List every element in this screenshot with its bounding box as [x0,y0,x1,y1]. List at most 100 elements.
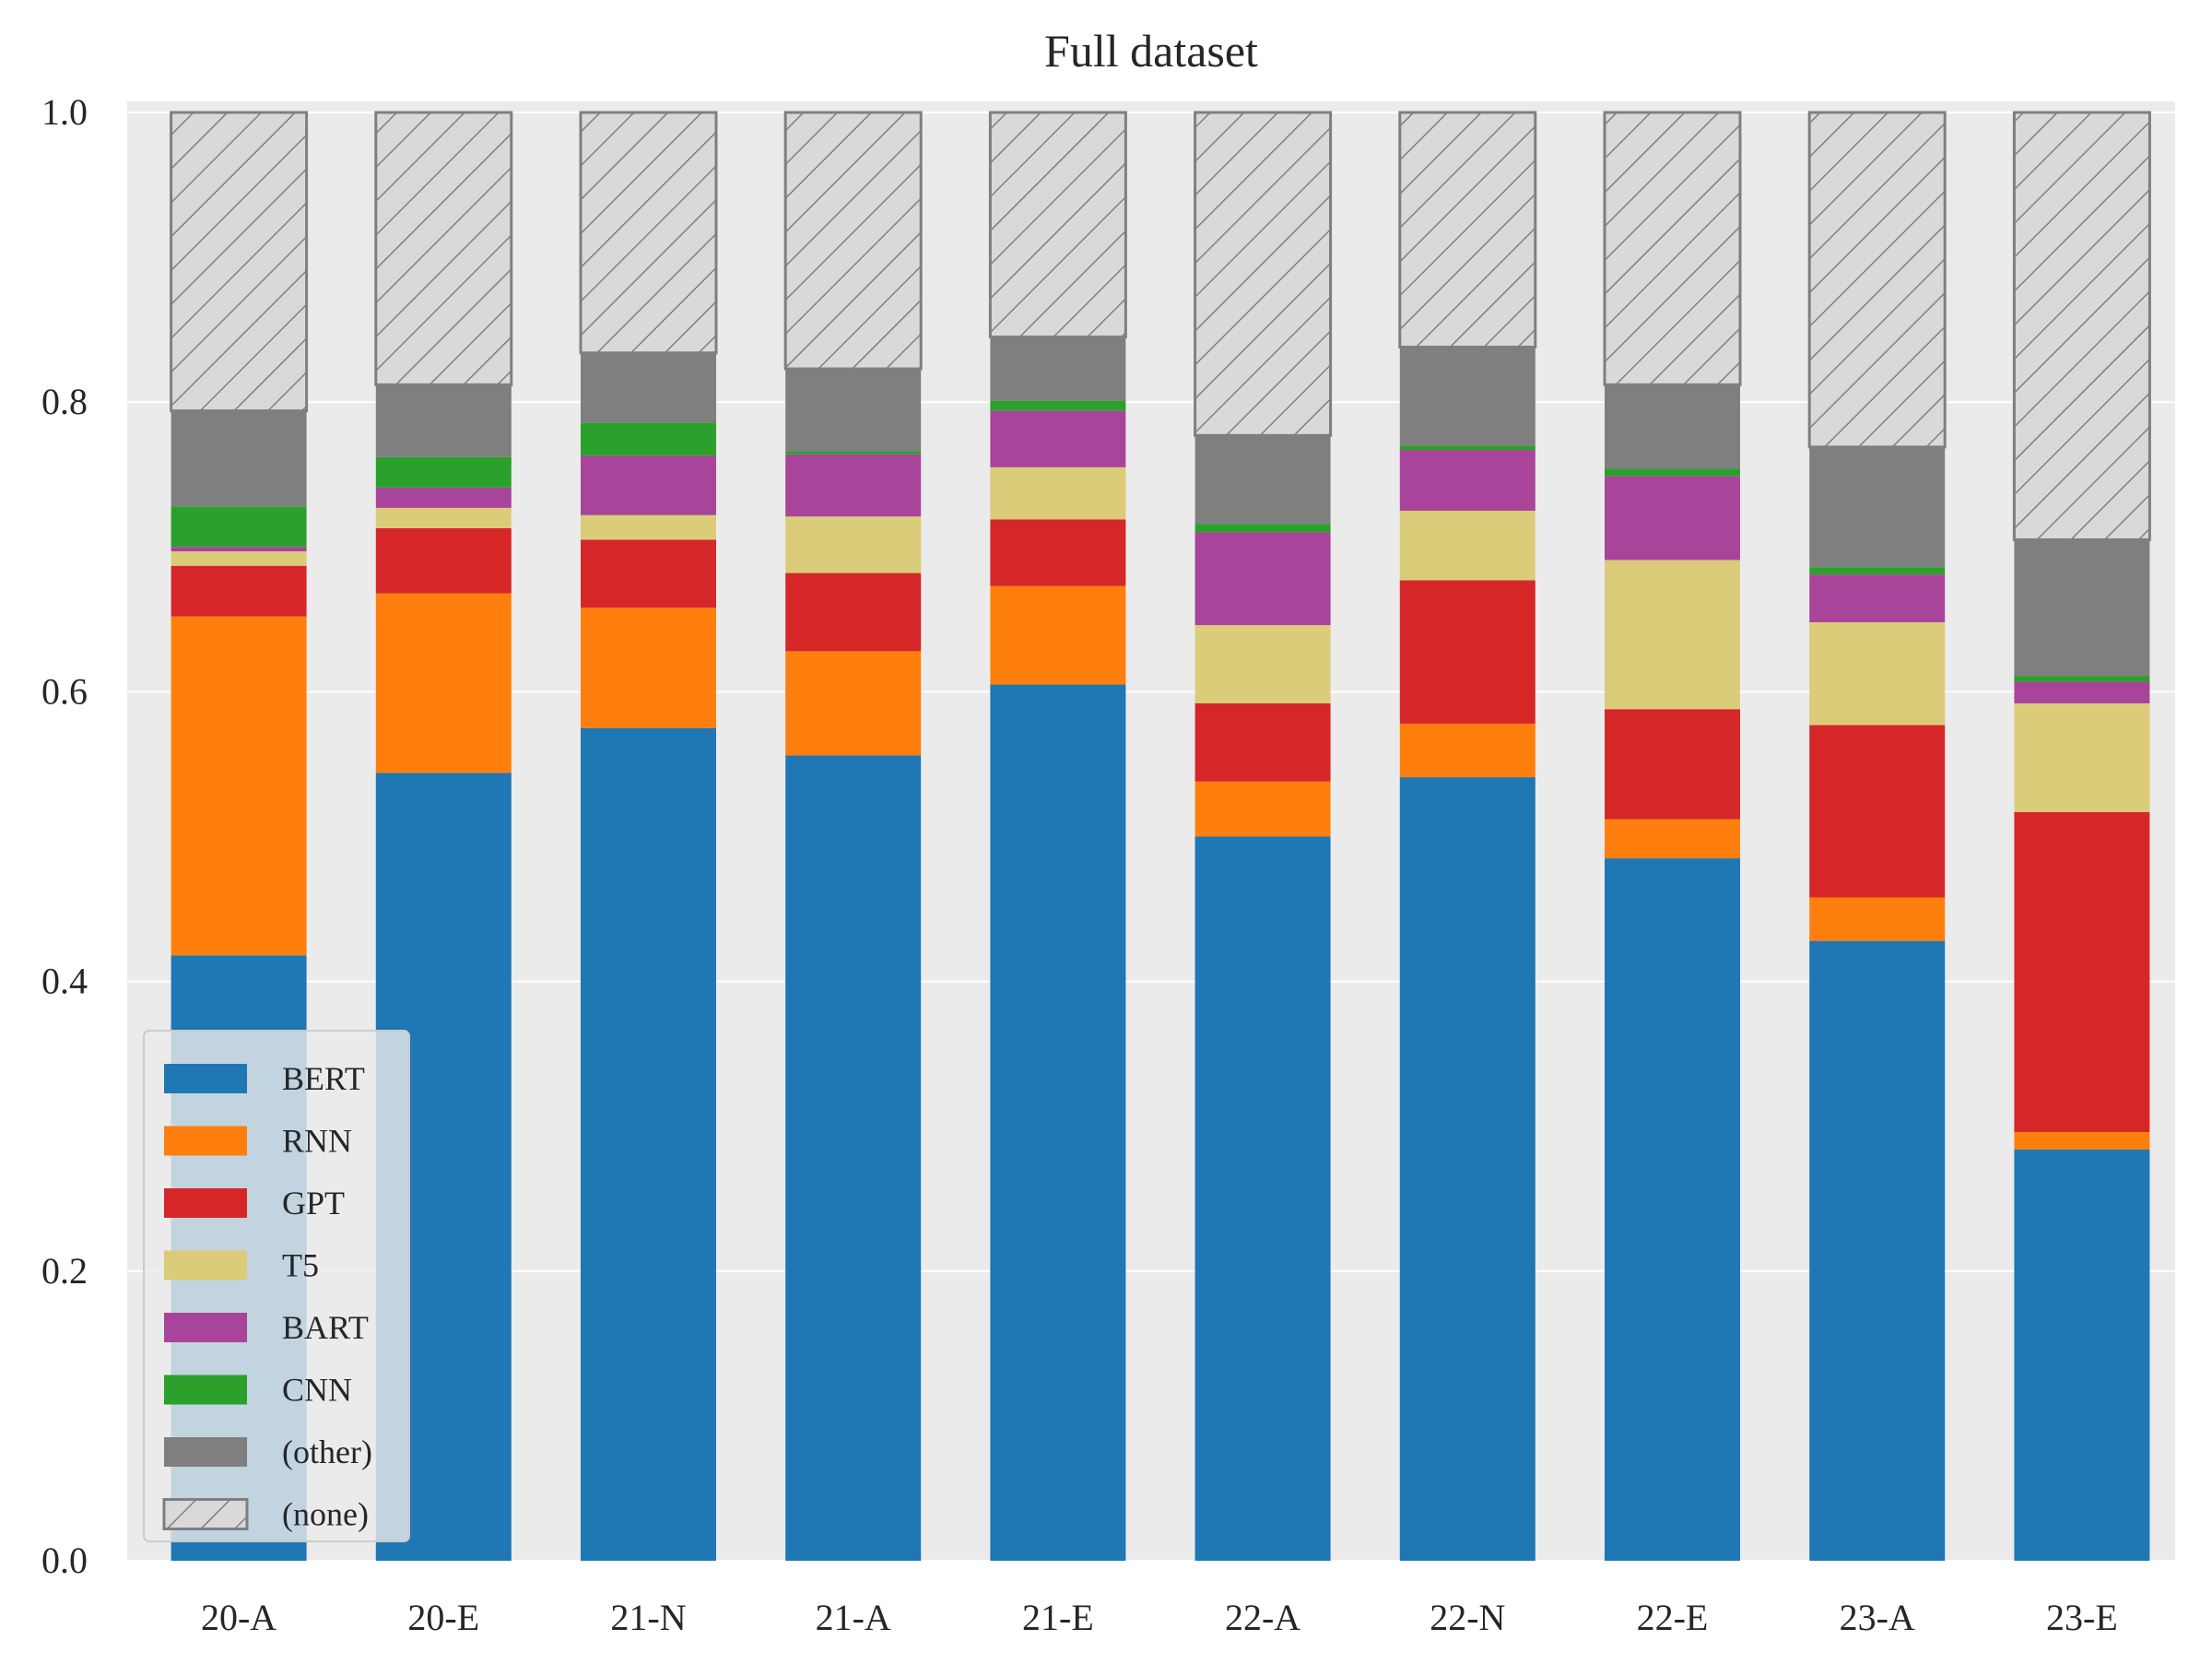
bar-segment-cnn [1809,567,1946,575]
bar-segment-bart [581,455,716,515]
legend-label: BERT [282,1060,365,1097]
bar-segment-none [1603,111,1742,386]
bar-segment-t5 [1809,621,1946,726]
legend-label: RNN [282,1123,352,1160]
legend-swatch [164,1375,247,1405]
bar-segment-gpt [375,527,512,594]
x-tick-label: 20-A [201,1597,276,1638]
legend-label: T5 [282,1247,319,1284]
bar-segment-gpt [1194,702,1331,782]
bar-segment-rnn [990,585,1126,685]
x-tick-label: 23-A [1840,1597,1915,1638]
bar-stack-22-A [1194,111,1333,1561]
x-tick-label: 22-N [1430,1597,1505,1638]
legend-label: CNN [282,1372,352,1409]
bar-segment-other [2014,539,2150,677]
bar-segment-t5 [1605,560,1740,710]
bar-segment-rnn [1605,819,1740,859]
bar-segment-gpt [785,572,922,652]
bar-stack-23-A [1807,111,1947,1561]
bar-segment-bart [375,487,512,508]
bar-segment-other [785,369,922,452]
bar-segment-bart [1399,450,1535,512]
bar-segment-bert [1399,777,1535,1561]
bar-stack-23-E [2012,111,2151,1561]
legend-item: (none) [162,1496,369,1533]
y-tick-label: 0.4 [41,961,88,1002]
bar-stack-21-A [783,111,923,1561]
bar-segment-bert [1605,858,1740,1561]
bar-segment-other [581,352,716,423]
legend-item: BERT [164,1060,365,1097]
legend-swatch [164,1313,247,1342]
bar-stack-21-E [988,111,1127,1561]
bar-segment-cnn [1399,445,1535,451]
y-tick-label: 0.6 [41,670,88,712]
bar-segment-gpt [990,519,1126,586]
bar-segment-t5 [375,507,512,528]
bar-segment-other [1399,347,1535,446]
bar-segment-none [1807,111,1947,449]
bar-segment-bert [581,727,716,1561]
bar-segment-t5 [990,466,1126,520]
bar-segment-cnn [581,422,716,456]
bar-segment-gpt [1399,580,1535,724]
bar-segment-t5 [785,516,922,573]
bar-segment-cnn [990,400,1126,411]
bar-segment-cnn [171,506,307,548]
legend-label: (none) [282,1496,369,1533]
y-tick-label: 0.2 [41,1250,88,1292]
bar-segment-t5 [2014,702,2150,812]
bar-segment-gpt [171,565,307,617]
bar-segment-bert [1194,836,1331,1561]
bar-segment-other [1194,435,1331,525]
legend-swatch [164,1437,247,1467]
legend-label: BART [282,1309,369,1346]
bar-segment-gpt [1809,725,1946,898]
bar-segment-bart [171,547,307,552]
bar-stack-20-E [374,111,513,1561]
x-tick-label: 22-E [1637,1597,1709,1638]
x-tick-label: 22-A [1225,1597,1300,1638]
legend-swatch [164,1064,247,1093]
bar-segment-gpt [1605,709,1740,820]
bar-segment-other [375,384,512,457]
legend-item: BART [164,1309,369,1346]
x-tick-label: 21-A [816,1597,891,1638]
bar-stack-22-E [1603,111,1742,1561]
bar-segment-rnn [1399,723,1535,778]
x-tick-label: 23-E [2046,1597,2118,1638]
bar-stack-22-N [1398,111,1537,1561]
bar-segment-bart [1194,532,1331,626]
legend: BERT RNN GPT T5 BART CNN (other) (none) [143,1030,410,1542]
bar-segment-none [170,111,309,413]
bar-segment-cnn [375,456,512,488]
bar-segment-none [988,111,1127,339]
bar-segment-none [579,111,718,355]
bar-segment-bart [1605,476,1740,561]
bar-segment-bert [785,755,922,1561]
bar-segment-rnn [785,651,922,756]
bar-segment-other [990,336,1126,401]
bar-segment-bert [990,684,1126,1561]
legend-item: RNN [164,1123,352,1160]
bar-segment-t5 [1399,511,1535,581]
bar-segment-t5 [171,551,307,566]
bar-segment-bert [1809,940,1946,1561]
legend-label: (other) [282,1434,372,1470]
bar-segment-cnn [1605,468,1740,477]
bar-segment-cnn [1194,524,1331,533]
x-tick-label: 20-E [407,1597,479,1638]
legend-item: CNN [164,1372,352,1409]
y-tick-label: 0.0 [41,1540,88,1581]
legend-frame [143,1030,410,1542]
bar-segment-other [1809,446,1946,568]
bar-segment-bart [785,454,922,517]
bar-segment-rnn [375,593,512,773]
bar-segment-none [783,111,923,371]
bar-segment-bart [990,410,1126,467]
x-tick-label: 21-E [1022,1597,1094,1638]
bar-segment-bert [2014,1149,2150,1561]
bar-segment-t5 [581,514,716,540]
